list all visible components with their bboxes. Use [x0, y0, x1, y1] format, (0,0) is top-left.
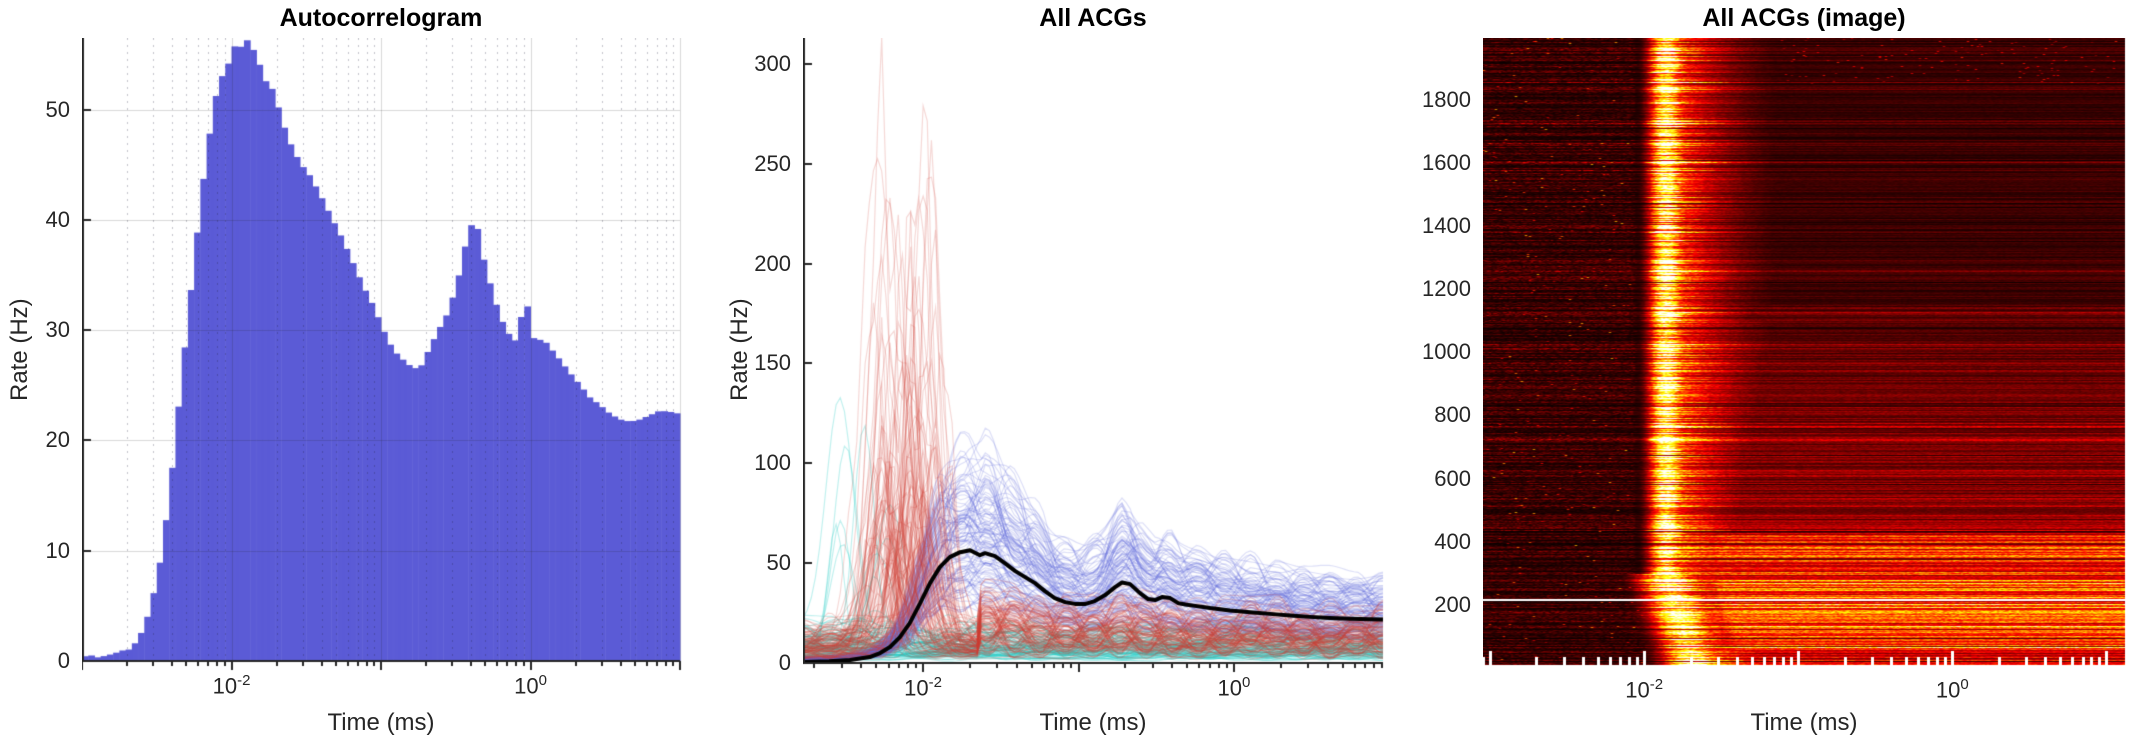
- heatmap-ytick-label: 400: [1434, 528, 1471, 554]
- xlabel-time-ms-middle: Time (ms): [1039, 709, 1147, 736]
- panel-title-all-acgs-image: All ACGs (image): [1702, 4, 1906, 32]
- all-acgs-xtick-label: 100: [1217, 674, 1251, 701]
- heatmap-ytick-label: 1800: [1422, 86, 1471, 112]
- heatmap-ytick-label: 1200: [1422, 276, 1471, 302]
- acg-xtick-label: 100: [514, 672, 547, 699]
- autocorrelogram-histogram-canvas: [82, 38, 682, 675]
- heatmap-ytick-label: 200: [1434, 591, 1471, 617]
- all-acgs-ytick-label: 100: [754, 450, 791, 476]
- heatmap-ytick-label: 1400: [1422, 212, 1471, 238]
- xlabel-time-ms-left: Time (ms): [327, 709, 435, 736]
- all-acgs-lines-canvas: [803, 38, 1385, 677]
- acg-ytick-label: 20: [45, 427, 70, 453]
- acg-ytick-label: 40: [45, 206, 70, 232]
- all-acgs-ytick-label: 200: [754, 250, 791, 276]
- panel-title-all-acgs: All ACGs: [1039, 4, 1147, 32]
- xlabel-time-ms-right: Time (ms): [1750, 709, 1858, 736]
- acg-ytick-label: 50: [45, 96, 70, 122]
- all-acgs-ytick-label: 300: [754, 50, 791, 76]
- all-acgs-heatmap-canvas: [1483, 38, 2127, 679]
- acg-ytick-label: 0: [57, 648, 70, 673]
- heatmap-ytick-label: 1600: [1422, 149, 1471, 175]
- heatmap-xtick-label: 10-2: [1625, 676, 1664, 703]
- heatmap-ytick-label: 600: [1434, 465, 1471, 491]
- acg-ytick-label: 10: [45, 537, 70, 563]
- panel-title-autocorrelogram: Autocorrelogram: [279, 4, 483, 32]
- all-acgs-ytick-label: 50: [766, 550, 791, 576]
- heatmap-ytick-label: 1000: [1422, 339, 1471, 365]
- acg-ytick-label: 30: [45, 317, 70, 343]
- heatmap-ytick-label: 800: [1434, 402, 1471, 428]
- all-acgs-ytick-label: 150: [754, 350, 791, 376]
- heatmap-xtick-label: 100: [1935, 676, 1969, 703]
- acg-xtick-label: 10-2: [212, 672, 251, 699]
- all-acgs-ytick-label: 250: [754, 150, 791, 176]
- all-acgs-xtick-label: 10-2: [904, 674, 942, 701]
- all-acgs-ytick-label: 0: [778, 650, 791, 675]
